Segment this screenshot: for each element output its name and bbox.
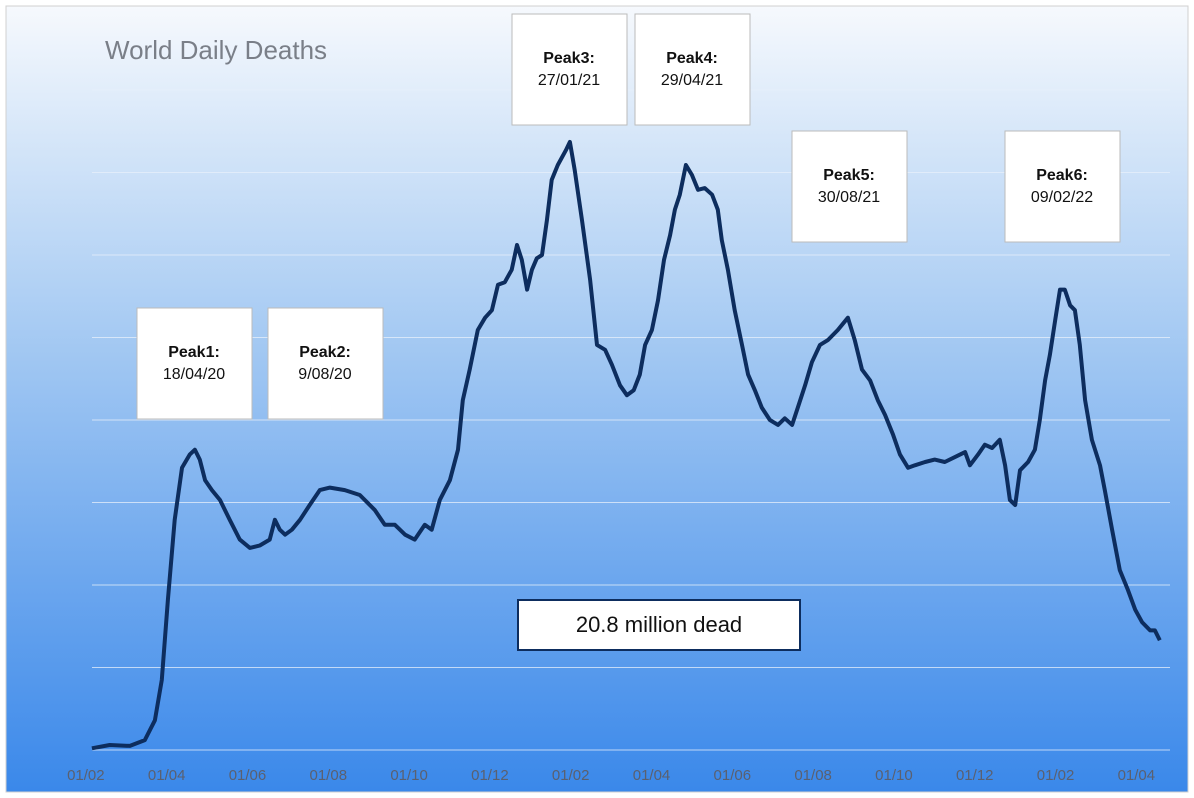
annotation-label: Peak5: bbox=[823, 167, 875, 184]
x-tick-label: 01/02 bbox=[1037, 767, 1075, 784]
annotation-date: 09/02/22 bbox=[1031, 189, 1093, 206]
annotation-box bbox=[136, 307, 253, 420]
annotation-date: 9/08/20 bbox=[298, 366, 351, 383]
chart-title: World Daily Deaths bbox=[105, 35, 327, 65]
x-tick-label: 01/06 bbox=[714, 767, 752, 784]
annotation-label: Peak4: bbox=[666, 50, 718, 67]
annotation-label: Peak2: bbox=[299, 344, 351, 361]
x-tick-label: 01/10 bbox=[390, 767, 428, 784]
x-tick-label: 01/10 bbox=[875, 767, 913, 784]
annotation-label: Peak1: bbox=[168, 344, 220, 361]
x-tick-label: 01/12 bbox=[956, 767, 994, 784]
x-tick-label: 01/12 bbox=[471, 767, 509, 784]
x-tick-label: 01/06 bbox=[229, 767, 267, 784]
x-tick-label: 01/02 bbox=[67, 767, 105, 784]
total-note: 20.8 million dead bbox=[576, 612, 742, 637]
x-tick-label: 01/04 bbox=[148, 767, 186, 784]
annotation-label: Peak6: bbox=[1036, 167, 1088, 184]
x-tick-label: 01/04 bbox=[633, 767, 671, 784]
annotation-box bbox=[791, 130, 908, 243]
x-tick-label: 01/08 bbox=[794, 767, 832, 784]
annotation-date: 29/04/21 bbox=[661, 72, 723, 89]
annotation-box bbox=[634, 13, 751, 126]
x-tick-label: 01/08 bbox=[310, 767, 348, 784]
data-line bbox=[91, 139, 1162, 751]
annotation-date: 18/04/20 bbox=[163, 366, 225, 383]
annotation-box bbox=[267, 307, 384, 420]
x-tick-label: 01/04 bbox=[1118, 767, 1156, 784]
annotation-date: 27/01/21 bbox=[538, 72, 600, 89]
annotation-date: 30/08/21 bbox=[818, 189, 880, 206]
note-box bbox=[517, 599, 801, 651]
annotation-label: Peak3: bbox=[543, 50, 595, 67]
x-tick-label: 01/02 bbox=[552, 767, 590, 784]
annotation-box bbox=[511, 13, 628, 126]
annotation-box bbox=[1004, 130, 1121, 243]
